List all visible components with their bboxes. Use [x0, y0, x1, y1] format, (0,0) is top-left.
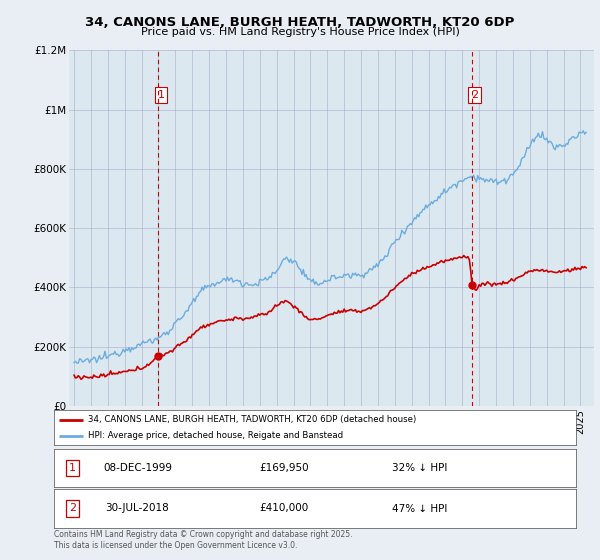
Text: 34, CANONS LANE, BURGH HEATH, TADWORTH, KT20 6DP: 34, CANONS LANE, BURGH HEATH, TADWORTH, …	[85, 16, 515, 29]
Text: 30-JUL-2018: 30-JUL-2018	[106, 503, 169, 514]
Text: £169,950: £169,950	[259, 463, 308, 473]
Text: HPI: Average price, detached house, Reigate and Banstead: HPI: Average price, detached house, Reig…	[88, 431, 343, 440]
Text: 1: 1	[69, 463, 76, 473]
Text: 08-DEC-1999: 08-DEC-1999	[103, 463, 172, 473]
Text: 2: 2	[69, 503, 76, 514]
Text: 1: 1	[158, 90, 164, 100]
Text: Price paid vs. HM Land Registry's House Price Index (HPI): Price paid vs. HM Land Registry's House …	[140, 27, 460, 37]
Text: 34, CANONS LANE, BURGH HEATH, TADWORTH, KT20 6DP (detached house): 34, CANONS LANE, BURGH HEATH, TADWORTH, …	[88, 416, 416, 424]
Text: Contains HM Land Registry data © Crown copyright and database right 2025.
This d: Contains HM Land Registry data © Crown c…	[54, 530, 353, 550]
Text: 2: 2	[471, 90, 478, 100]
Text: 32% ↓ HPI: 32% ↓ HPI	[392, 463, 447, 473]
Text: 47% ↓ HPI: 47% ↓ HPI	[392, 503, 447, 514]
Text: £410,000: £410,000	[259, 503, 308, 514]
